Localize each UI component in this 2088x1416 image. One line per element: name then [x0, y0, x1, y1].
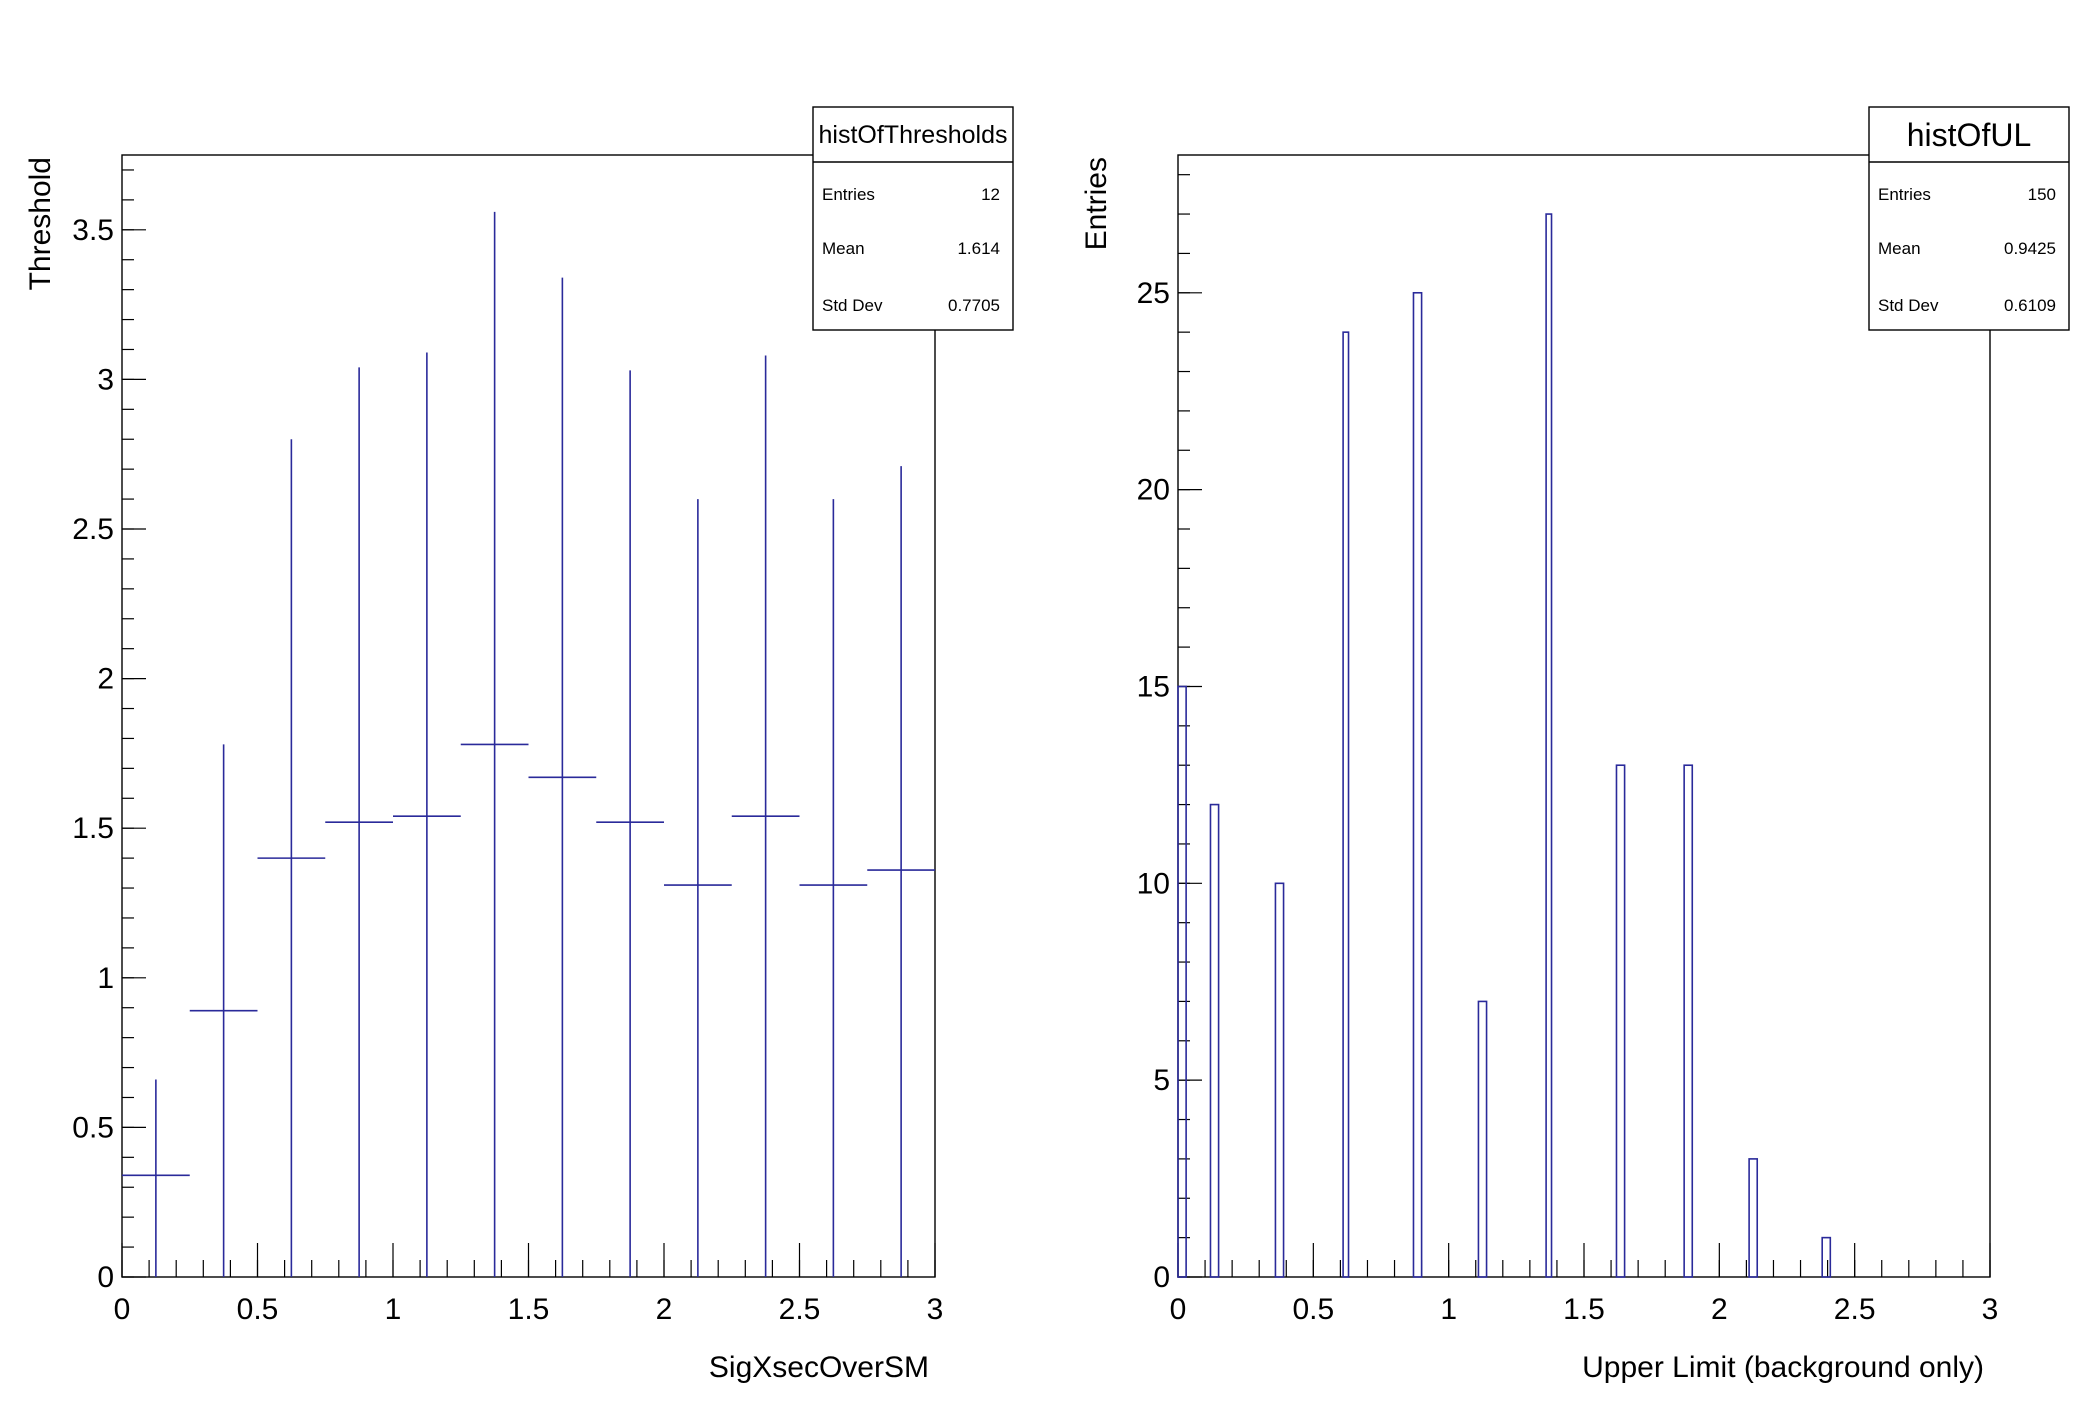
- x-tick-label: 1.5: [1563, 1293, 1605, 1326]
- x-tick-label: 1.5: [508, 1293, 550, 1326]
- y-tick-label: 2: [97, 663, 114, 696]
- upper-limit-panel: 0 0.5 1 1.5 2 2.5 3 0 5 10 15 20 25 Upper Limit (back…: [1080, 106, 2070, 1384]
- stats-entries-label: Entries: [1878, 185, 1931, 204]
- y-tick-label: 25: [1137, 277, 1170, 310]
- stats-mean-label: Mean: [1878, 239, 1921, 258]
- y-tick-label: 10: [1137, 867, 1170, 900]
- x-tick-label: 2.5: [1834, 1293, 1876, 1326]
- histogram-bar: [1209, 803, 1220, 1278]
- x-tick-label: 2.5: [779, 1293, 821, 1326]
- upper-limit-stats-box: histOfUL Entries 150 Mean 0.9425 Std Dev…: [1868, 106, 2070, 331]
- stats-title: histOfUL: [1907, 117, 2031, 153]
- x-tick-label: 2: [1711, 1293, 1728, 1326]
- y-tick-label: 3.5: [72, 214, 114, 247]
- histogram-bar: [1821, 1236, 1832, 1278]
- histogram-bar: [1545, 213, 1553, 1278]
- stats-title: histOfThresholds: [819, 121, 1008, 149]
- x-tick-label: 0: [1170, 1293, 1187, 1326]
- y-tick-label: 15: [1137, 670, 1170, 703]
- stats-entries-value: 12: [981, 185, 1000, 204]
- x-axis-title: SigXsecOverSM: [709, 1351, 929, 1384]
- histogram-bar: [1477, 1000, 1488, 1278]
- plot-area: 0 0.5 1 1.5 2 2.5 3 0 5 10 15 20 25 Upper Limit (back…: [1080, 154, 1999, 1384]
- y-axis-title: Threshold: [24, 157, 57, 290]
- y-tick-label: 1.5: [72, 812, 114, 845]
- y-tick-label: 5: [1153, 1064, 1170, 1097]
- y-tick-label: 20: [1137, 474, 1170, 507]
- histogram-bar: [1683, 764, 1694, 1278]
- stats-stddev-value: 0.7705: [948, 296, 1000, 315]
- x-tick-label: 0: [114, 1293, 131, 1326]
- stats-stddev-label: Std Dev: [822, 296, 883, 315]
- stats-mean-value: 0.9425: [2004, 239, 2056, 258]
- stats-mean-label: Mean: [822, 239, 865, 258]
- histogram-bar: [1412, 291, 1423, 1278]
- histogram-bar: [1748, 1158, 1759, 1278]
- x-tick-label: 1: [385, 1293, 402, 1326]
- threshold-panel: 0 0.5 1 1.5 2 2.5 3 0 0.5 1 1.5 2 2.5 3 3.5 SigXsecOver…: [24, 106, 1014, 1384]
- y-tick-label: 0: [97, 1261, 114, 1294]
- x-tick-label: 0.5: [237, 1293, 279, 1326]
- x-tick-label: 1: [1440, 1293, 1457, 1326]
- stats-mean-value: 1.614: [957, 239, 1000, 258]
- stats-box-frame: [1868, 106, 2070, 331]
- y-tick-label: 3: [97, 363, 114, 396]
- stats-entries-label: Entries: [822, 185, 875, 204]
- threshold-stats-box: histOfThresholds Entries 12 Mean 1.614 S…: [812, 106, 1014, 331]
- stats-entries-value: 150: [2028, 185, 2056, 204]
- stats-stddev-label: Std Dev: [1878, 296, 1939, 315]
- histogram-bar: [1615, 764, 1626, 1278]
- plot-area: 0 0.5 1 1.5 2 2.5 3 0 0.5 1 1.5 2 2.5 3 3.5 SigXsecOver…: [24, 154, 944, 1384]
- x-tick-label: 2: [656, 1293, 673, 1326]
- y-tick-label: 2.5: [72, 513, 114, 546]
- x-tick-label: 3: [927, 1293, 944, 1326]
- histogram-bar: [1342, 331, 1350, 1278]
- y-tick-label: 1: [97, 962, 114, 995]
- x-tick-label: 3: [1982, 1293, 1999, 1326]
- y-tick-label: 0: [1153, 1261, 1170, 1294]
- stats-stddev-value: 0.6109: [2004, 296, 2056, 315]
- plot-frame: [1177, 154, 1991, 1278]
- histogram-bar: [1177, 685, 1187, 1278]
- histogram-bar: [1274, 882, 1285, 1278]
- x-axis-title: Upper Limit (background only): [1582, 1351, 1984, 1384]
- y-axis-title: Entries: [1080, 157, 1113, 250]
- y-tick-label: 0.5: [72, 1111, 114, 1144]
- x-tick-label: 0.5: [1292, 1293, 1334, 1326]
- stats-box-frame: [812, 106, 1014, 331]
